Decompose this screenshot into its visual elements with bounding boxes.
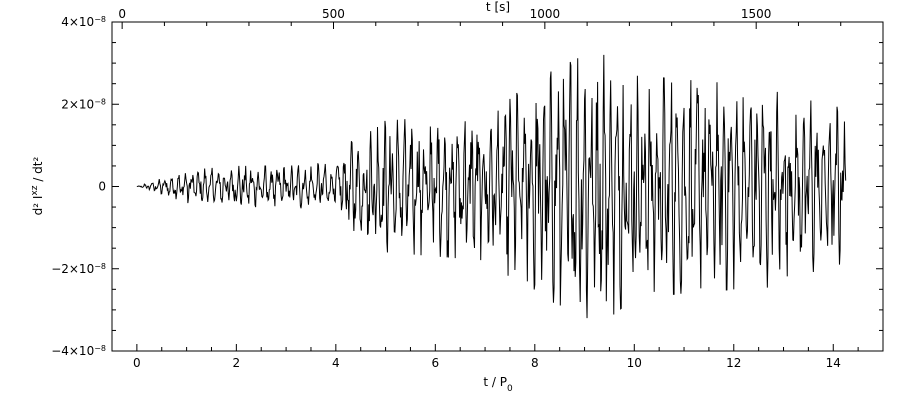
x-tick-label: 4 (332, 356, 340, 370)
x-tick-label: 12 (726, 356, 741, 370)
y-tick-label: 0 (98, 180, 106, 194)
y-tick-label: 2×10−8 (61, 97, 106, 112)
series-line (136, 54, 847, 319)
x-tick-label: 8 (531, 356, 539, 370)
top-x-tick-label: 0 (118, 7, 126, 21)
x-tick-label: 0 (133, 356, 141, 370)
x-tick-label: 10 (627, 356, 642, 370)
x-tick-label: 6 (432, 356, 440, 370)
top-x-tick-label: 500 (322, 7, 345, 21)
y-tick-label: −2×10−8 (51, 261, 106, 276)
x-tick-label: 14 (826, 356, 841, 370)
top-x-axis-tick-labels: 0 500 1000 1500 (118, 7, 771, 21)
y-tick-label: −4×10−8 (51, 344, 106, 359)
top-x-axis-label: t [s] (486, 0, 510, 14)
x-tick-label: 2 (233, 356, 241, 370)
top-x-tick-label: 1000 (530, 7, 561, 21)
axis-ticks (111, 21, 884, 352)
y-axis-label: d² Ixz / dt² (30, 156, 45, 215)
top-x-tick-label: 1500 (741, 7, 772, 21)
x-axis-tick-labels: 0 2 4 6 8 10 12 14 (133, 356, 841, 370)
y-axis-tick-labels: −4×10−8 −2×10−8 0 2×10−8 4×10−8 (51, 15, 106, 359)
x-axis-label: t / P0 (483, 375, 513, 394)
y-tick-label: 4×10−8 (61, 15, 106, 30)
